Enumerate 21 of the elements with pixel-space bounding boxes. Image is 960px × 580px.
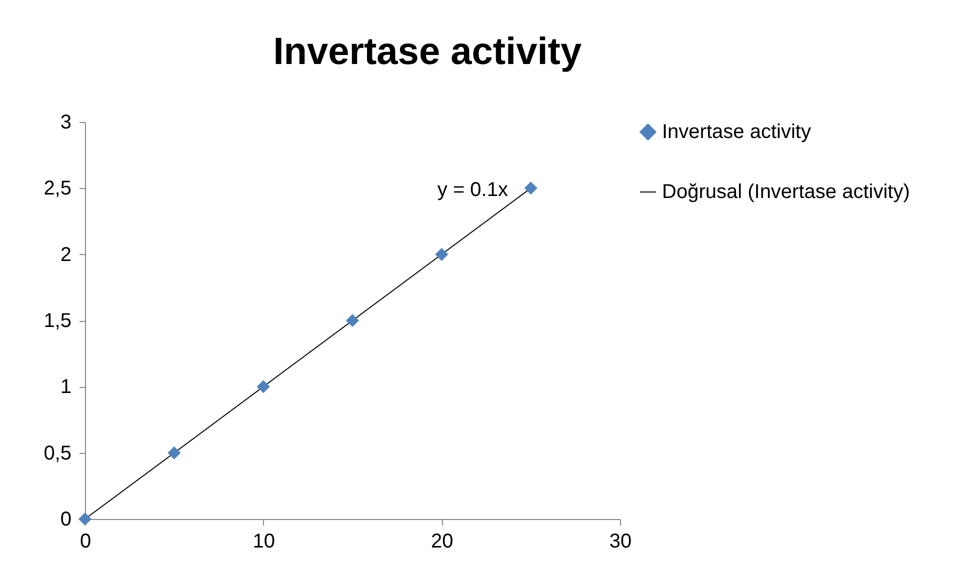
point — [168, 446, 181, 460]
annotation: y = 0.1x — [437, 179, 508, 201]
point — [78, 512, 92, 526]
point — [524, 182, 538, 195]
x-tick-label: 10 — [252, 530, 275, 552]
y-tick-label: 1 — [60, 376, 72, 398]
y-tick-label: 2 — [60, 244, 72, 266]
chart-title: Invertase activity — [273, 31, 582, 73]
point — [346, 314, 360, 328]
y-tick-label: 1,5 — [44, 310, 72, 332]
legend-label: Invertase activity — [662, 121, 811, 143]
x-tick-label: 0 — [80, 530, 92, 552]
y-tick-label: 2,5 — [44, 178, 72, 200]
y-tick-label: 0 — [60, 508, 72, 530]
x-tick-label: 30 — [609, 530, 632, 552]
y-tick-label: 3 — [60, 112, 72, 134]
point — [435, 248, 448, 261]
x-tick-label: 20 — [431, 530, 454, 552]
y-tick-label: 0,5 — [44, 442, 72, 464]
point — [256, 380, 270, 394]
legend-label: Doğrusal (Invertase activity) — [662, 181, 910, 203]
